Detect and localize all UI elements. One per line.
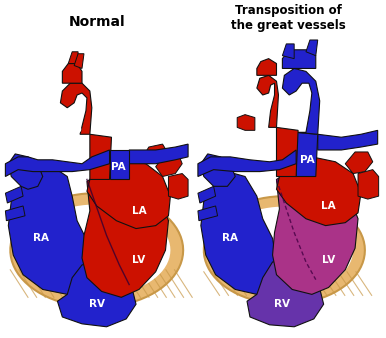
Polygon shape: [168, 173, 188, 199]
Text: LV: LV: [132, 255, 146, 265]
Text: AO: AO: [258, 142, 275, 152]
Text: LV: LV: [322, 255, 335, 265]
Text: Normal: Normal: [68, 15, 125, 29]
Polygon shape: [358, 170, 379, 199]
Polygon shape: [283, 44, 294, 58]
Polygon shape: [276, 157, 361, 226]
Polygon shape: [68, 52, 78, 64]
Polygon shape: [204, 196, 365, 304]
Polygon shape: [10, 193, 183, 307]
Polygon shape: [306, 40, 318, 56]
Polygon shape: [60, 83, 92, 134]
Text: AO: AO: [66, 125, 83, 135]
Text: RA: RA: [33, 233, 49, 243]
Polygon shape: [63, 64, 82, 83]
Polygon shape: [216, 207, 353, 294]
Polygon shape: [110, 150, 129, 179]
Text: RA: RA: [222, 233, 238, 243]
Polygon shape: [198, 206, 218, 221]
Text: LA: LA: [321, 201, 336, 211]
Text: PA: PA: [111, 162, 126, 172]
Polygon shape: [201, 172, 276, 294]
Text: RV: RV: [89, 299, 105, 309]
Polygon shape: [257, 75, 278, 127]
Polygon shape: [345, 152, 373, 173]
Polygon shape: [198, 150, 296, 176]
Polygon shape: [273, 167, 358, 294]
Text: RV: RV: [274, 299, 290, 309]
Polygon shape: [318, 130, 378, 150]
Polygon shape: [87, 160, 170, 228]
Polygon shape: [257, 58, 276, 75]
Polygon shape: [5, 206, 25, 221]
Polygon shape: [23, 204, 170, 296]
Polygon shape: [5, 186, 23, 203]
Polygon shape: [198, 186, 216, 203]
Polygon shape: [5, 150, 110, 176]
Polygon shape: [276, 127, 298, 176]
Polygon shape: [141, 144, 168, 164]
Text: Transposition of
the great vessels: Transposition of the great vessels: [231, 4, 345, 32]
Polygon shape: [8, 167, 92, 294]
Polygon shape: [296, 132, 318, 176]
Polygon shape: [237, 115, 255, 130]
Polygon shape: [201, 154, 235, 186]
Text: LA: LA: [132, 206, 146, 216]
Polygon shape: [8, 154, 43, 189]
Polygon shape: [247, 260, 323, 327]
Polygon shape: [156, 154, 182, 176]
Polygon shape: [283, 50, 316, 69]
Polygon shape: [58, 262, 136, 327]
Text: PA: PA: [300, 155, 314, 165]
Polygon shape: [283, 69, 320, 134]
Polygon shape: [82, 170, 168, 297]
Polygon shape: [74, 54, 84, 69]
Polygon shape: [90, 134, 112, 179]
Polygon shape: [129, 144, 188, 164]
